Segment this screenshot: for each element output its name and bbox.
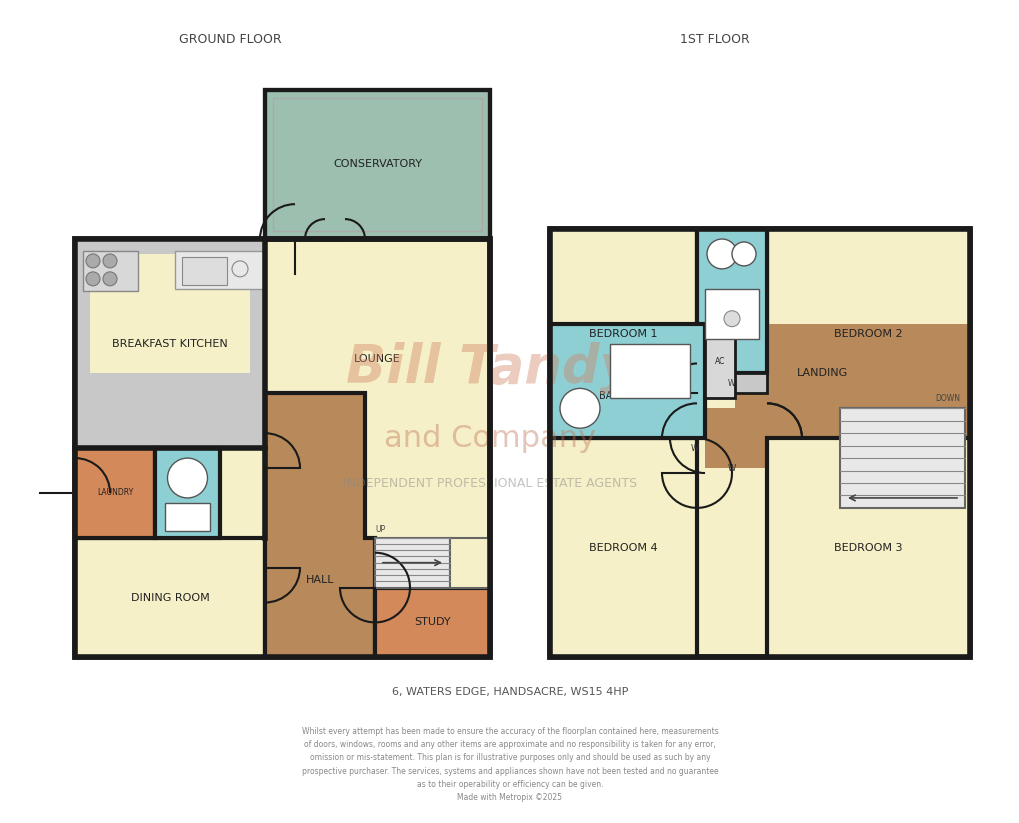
Text: STUDY: STUDY xyxy=(414,617,450,627)
Text: LANDING: LANDING xyxy=(796,369,847,379)
Text: BATHROOM: BATHROOM xyxy=(599,391,655,401)
Bar xyxy=(181,257,227,285)
Text: BEDROOM 1: BEDROOM 1 xyxy=(589,328,657,338)
Text: LOUNGE: LOUNGE xyxy=(354,354,400,364)
Bar xyxy=(549,229,696,438)
Text: W: W xyxy=(690,444,698,453)
Text: C: C xyxy=(467,558,473,567)
Text: W: W xyxy=(728,463,736,472)
Text: INDEPENDENT PROFESSIONAL ESTATE AGENTS: INDEPENDENT PROFESSIONAL ESTATE AGENTS xyxy=(342,477,637,490)
Circle shape xyxy=(103,272,117,286)
Bar xyxy=(75,239,489,658)
Bar xyxy=(155,449,220,537)
Bar xyxy=(704,323,735,398)
Text: ENSUITE: ENSUITE xyxy=(716,314,746,319)
Text: Whilst every attempt has been made to ensure the accuracy of the floorplan conta: Whilst every attempt has been made to en… xyxy=(302,727,717,802)
Bar xyxy=(265,90,489,239)
Text: CONSERVATORY: CONSERVATORY xyxy=(332,160,422,170)
Bar xyxy=(735,323,969,443)
Bar xyxy=(75,239,265,449)
Bar xyxy=(273,98,482,231)
Circle shape xyxy=(732,242,755,266)
Bar xyxy=(549,229,969,658)
Bar xyxy=(549,323,704,438)
Bar xyxy=(696,229,766,374)
Bar xyxy=(549,229,969,658)
Text: LAUNDRY: LAUNDRY xyxy=(97,489,133,497)
Bar xyxy=(766,229,969,438)
Circle shape xyxy=(706,239,737,269)
Bar xyxy=(175,251,265,289)
Circle shape xyxy=(103,254,117,268)
Bar xyxy=(90,254,250,374)
Circle shape xyxy=(86,272,100,286)
Text: 6, WATERS EDGE, HANDSACRE, WS15 4HP: 6, WATERS EDGE, HANDSACRE, WS15 4HP xyxy=(391,687,628,697)
Text: BEDROOM 2: BEDROOM 2 xyxy=(834,328,902,338)
Bar xyxy=(704,289,758,338)
Bar xyxy=(375,588,489,658)
Bar xyxy=(696,374,766,393)
Bar xyxy=(165,503,210,531)
Text: BEDROOM 4: BEDROOM 4 xyxy=(589,542,657,553)
Text: BREAKFAST KITCHEN: BREAKFAST KITCHEN xyxy=(112,338,227,349)
Bar xyxy=(549,438,696,658)
Text: W: W xyxy=(728,379,735,388)
Bar xyxy=(704,408,969,468)
Bar xyxy=(449,537,489,588)
Bar xyxy=(75,449,155,537)
Circle shape xyxy=(86,254,100,268)
Circle shape xyxy=(723,311,739,327)
Polygon shape xyxy=(265,393,375,658)
Bar xyxy=(265,90,489,239)
Circle shape xyxy=(167,458,207,498)
Text: HALL: HALL xyxy=(306,574,334,584)
Bar xyxy=(75,239,489,658)
Text: Bill Tandy: Bill Tandy xyxy=(345,342,634,394)
Bar xyxy=(375,537,449,588)
Bar xyxy=(609,343,689,398)
Circle shape xyxy=(559,388,599,428)
Bar xyxy=(840,408,964,508)
Bar xyxy=(83,251,138,291)
Text: DOWN: DOWN xyxy=(934,394,959,402)
Text: and Company: and Company xyxy=(383,424,595,453)
Text: DINING ROOM: DINING ROOM xyxy=(130,593,209,602)
Bar xyxy=(75,537,265,658)
Text: GROUND FLOOR: GROUND FLOOR xyxy=(178,34,281,46)
Bar xyxy=(766,438,969,658)
Text: AC: AC xyxy=(714,356,725,365)
Text: UP: UP xyxy=(375,525,385,534)
Text: 1ST FLOOR: 1ST FLOOR xyxy=(680,34,749,46)
Text: BEDROOM 3: BEDROOM 3 xyxy=(834,542,902,553)
